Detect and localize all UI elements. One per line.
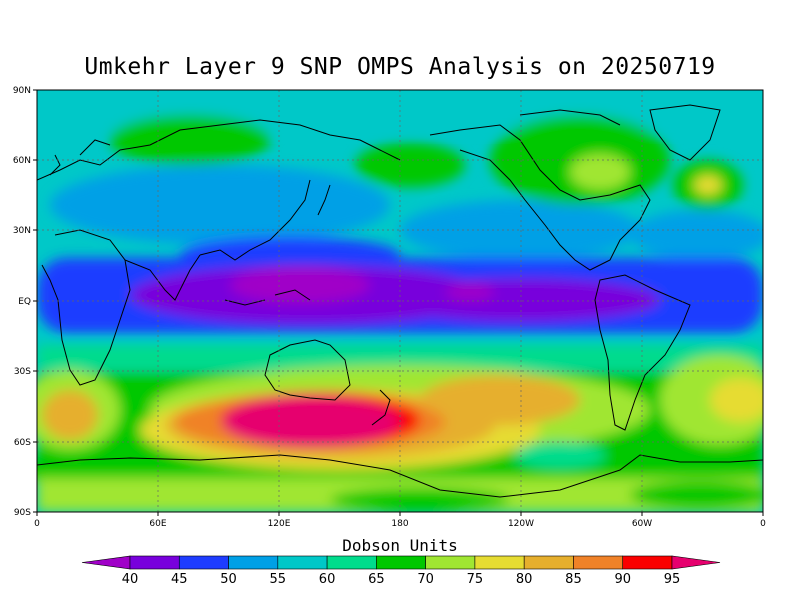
lat-label: 60N: [13, 156, 31, 166]
colorbar-swatch: [81, 555, 131, 570]
colorbar-swatch: [425, 555, 476, 570]
colorbar-label: 55: [269, 572, 287, 587]
lat-label: EQ: [18, 297, 31, 307]
colorbar-swatch: [326, 555, 377, 570]
lat-label: 60S: [14, 438, 31, 448]
colorbar-label: 85: [565, 572, 582, 587]
map-title: Umkehr Layer 9 SNP OMPS Analysis on 2025…: [84, 54, 716, 80]
ticks: [33, 89, 764, 516]
lat-label: 30N: [13, 226, 31, 236]
colorbar-swatch: [129, 555, 180, 570]
colorbar-swatch: [228, 555, 279, 570]
colorbar-swatch: [573, 555, 624, 570]
lat-label: 90S: [14, 508, 31, 518]
colorbar-label: 60: [318, 572, 336, 587]
colorbar-label: 45: [170, 572, 188, 587]
lon-label: 120E: [268, 519, 291, 529]
colorbar-label: 80: [515, 572, 533, 587]
coastlines: [37, 104, 763, 498]
colorbar-swatch: [178, 555, 229, 570]
lon-label: 0: [760, 519, 766, 529]
gridlines: [37, 90, 763, 512]
colorbar-label: 65: [368, 572, 385, 587]
colorbar-label: 50: [220, 572, 237, 587]
colorbar-swatch: [671, 555, 721, 570]
lon-label: 180: [391, 519, 408, 529]
colorbar-label: 40: [121, 572, 139, 587]
lon-label: 120W: [508, 519, 534, 529]
lat-label: 90N: [13, 86, 31, 96]
lon-label: 60E: [149, 519, 166, 529]
colorbar-label: 90: [614, 572, 631, 587]
ozone-field: [37, 90, 763, 512]
lon-label: 60W: [632, 519, 652, 529]
colorbar-label: 75: [466, 572, 484, 587]
colorbar-swatch: [523, 555, 574, 570]
colorbar-swatch: [277, 555, 328, 570]
lon-label: 0: [34, 519, 40, 529]
colorbar-swatch: [474, 555, 525, 570]
lat-labels: 90N 60N 30N EQ 30S 60S 90S: [13, 86, 31, 518]
lon-labels: 0 60E 120E 180 120W 60W 0: [34, 519, 766, 529]
colorbar: [81, 555, 721, 570]
colorbar-swatch: [622, 555, 673, 570]
colorbar-swatch: [376, 555, 426, 570]
colorbar-label: 95: [663, 572, 681, 587]
colorbar-title: Dobson Units: [342, 536, 458, 555]
lat-label: 30S: [14, 367, 31, 377]
colorbar-label: 70: [417, 572, 434, 587]
